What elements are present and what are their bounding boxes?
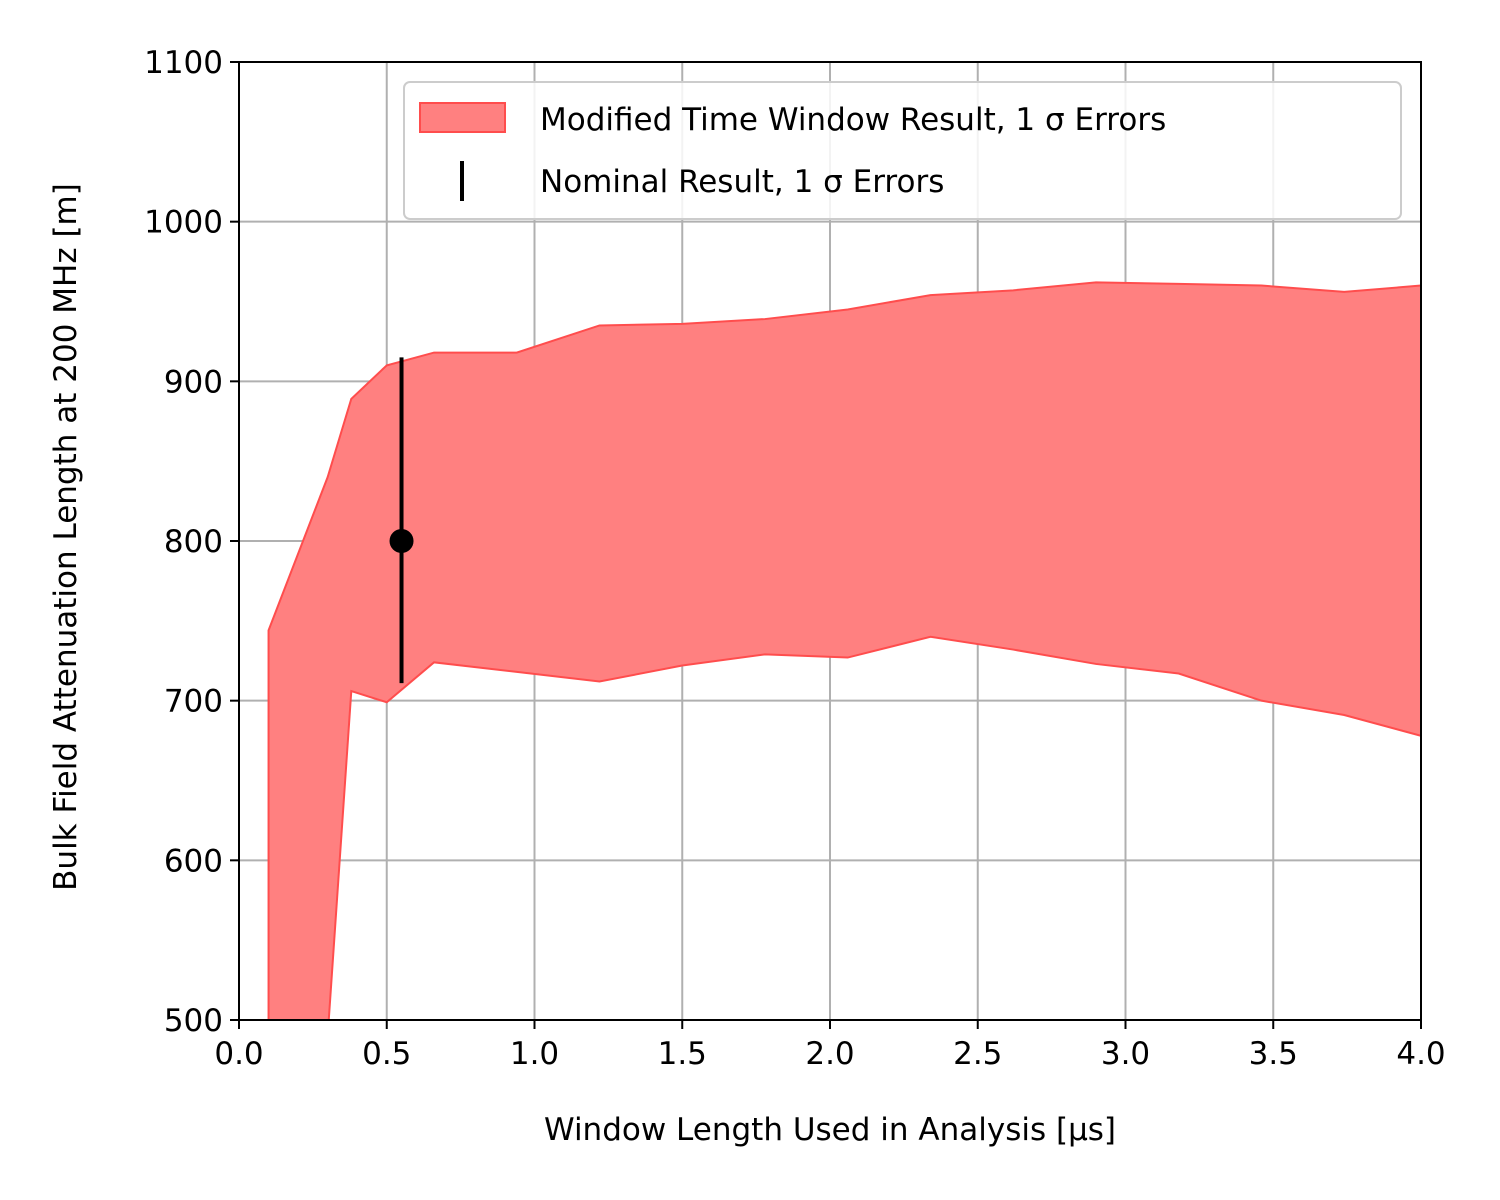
legend-label-band: Modified Time Window Result, 1 σ Errors bbox=[540, 102, 1166, 138]
legend-label-point: Nominal Result, 1 σ Errors bbox=[540, 164, 944, 200]
legend-swatch-band bbox=[419, 102, 506, 133]
x-tick-label: 2.5 bbox=[953, 1036, 1002, 1072]
x-tick-label: 1.0 bbox=[510, 1036, 559, 1072]
x-tick-label: 2.0 bbox=[805, 1036, 854, 1072]
y-tick-label: 900 bbox=[164, 364, 223, 400]
x-tick-label: 3.5 bbox=[1249, 1036, 1298, 1072]
x-tick-label: 0.5 bbox=[362, 1036, 411, 1072]
x-tick-label: 4.0 bbox=[1396, 1036, 1445, 1072]
y-tick-label: 500 bbox=[164, 1003, 223, 1039]
y-tick-label: 1100 bbox=[144, 45, 223, 81]
data-point bbox=[389, 529, 414, 553]
y-tick-label: 600 bbox=[164, 843, 223, 879]
x-tick-label: 1.5 bbox=[658, 1036, 707, 1072]
y-axis: 500 600 700 800 900 1000 1100 bbox=[144, 45, 239, 1039]
y-tick-label: 700 bbox=[164, 684, 223, 720]
band-layer bbox=[267, 281, 1421, 1020]
x-tick-label: 0.0 bbox=[214, 1036, 263, 1072]
y-tick-label: 1000 bbox=[144, 205, 223, 241]
legend-box bbox=[403, 81, 1402, 220]
x-tick-label: 3.0 bbox=[1101, 1036, 1150, 1072]
x-axis-label: Window Length Used in Analysis [μs] bbox=[544, 1112, 1116, 1148]
y-axis-label: Bulk Field Attenuation Length at 200 MHz… bbox=[48, 183, 84, 891]
band-area bbox=[267, 281, 1421, 1020]
y-tick-label: 800 bbox=[164, 524, 223, 560]
point-layer bbox=[389, 357, 414, 684]
legend: Modified Time Window Result, 1 σ Errors … bbox=[403, 81, 1402, 220]
x-axis: 0.0 0.5 1.0 1.5 2.0 2.5 3.0 3.5 4.0 bbox=[214, 1020, 1446, 1072]
